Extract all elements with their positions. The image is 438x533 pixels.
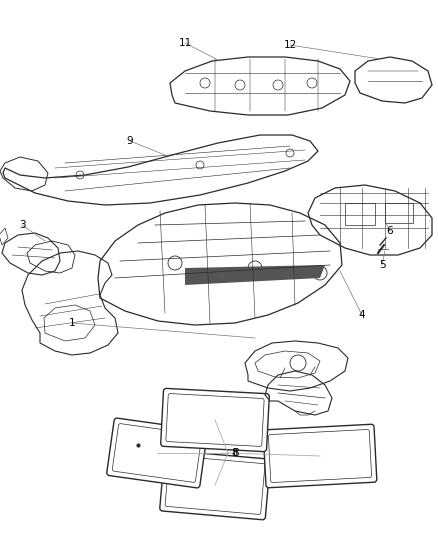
Text: 1: 1 — [69, 318, 75, 328]
Polygon shape — [185, 265, 325, 285]
Text: 3: 3 — [19, 220, 25, 230]
Text: 12: 12 — [283, 40, 297, 50]
Bar — [345, 203, 375, 225]
FancyBboxPatch shape — [165, 456, 265, 514]
Text: 9: 9 — [127, 136, 133, 146]
Text: 8: 8 — [231, 448, 237, 458]
Bar — [385, 203, 413, 223]
FancyBboxPatch shape — [160, 450, 270, 520]
FancyBboxPatch shape — [161, 389, 269, 451]
Text: 4: 4 — [359, 310, 365, 320]
Text: 6: 6 — [387, 226, 393, 236]
Text: 8: 8 — [232, 448, 239, 458]
FancyBboxPatch shape — [166, 393, 264, 446]
Text: 5: 5 — [379, 260, 385, 270]
FancyBboxPatch shape — [263, 424, 377, 488]
Text: 11: 11 — [178, 38, 192, 48]
FancyBboxPatch shape — [107, 418, 207, 488]
FancyBboxPatch shape — [112, 424, 201, 482]
FancyBboxPatch shape — [268, 430, 371, 482]
